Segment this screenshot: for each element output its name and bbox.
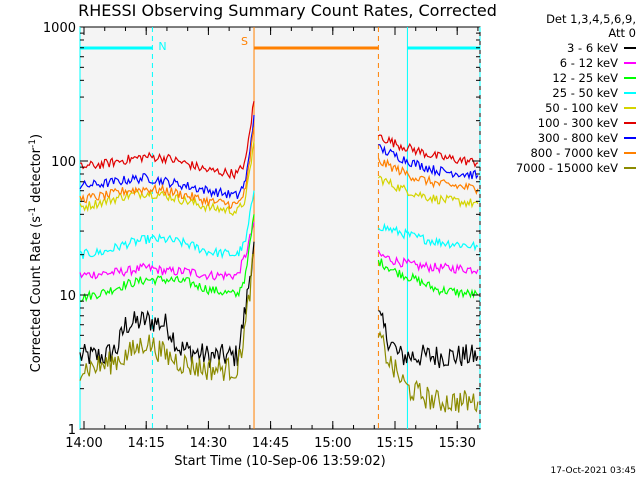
- flag-label: N: [158, 40, 166, 53]
- legend-swatch: [624, 76, 636, 79]
- legend-entry-label: 12 - 25 keV: [552, 70, 618, 85]
- timestamp: 17-Oct-2021 03:45: [550, 466, 636, 476]
- legend-entry: 6 - 12 keV: [476, 55, 636, 70]
- legend-entry: 3 - 6 keV: [476, 40, 636, 55]
- legend-entry: 7000 - 15000 keV: [476, 160, 636, 175]
- legend-swatch: [624, 166, 636, 169]
- series-line: [377, 157, 479, 196]
- legend-entry-label: 3 - 6 keV: [567, 40, 618, 55]
- y-tick-label: 1000: [43, 21, 76, 36]
- legend-swatch: [624, 61, 636, 64]
- x-tick-label: 15:30: [438, 436, 475, 451]
- legend-entry-label: 100 - 300 keV: [537, 115, 618, 130]
- legend-entry-label: 7000 - 15000 keV: [515, 160, 618, 175]
- series-line: [377, 175, 479, 209]
- series-line: [79, 190, 255, 260]
- series-line: [377, 222, 479, 252]
- series-line: [79, 253, 255, 382]
- series-line: [79, 115, 255, 199]
- x-tick-label: 15:15: [376, 436, 413, 451]
- series-line: [79, 141, 255, 217]
- legend-entry: 50 - 100 keV: [476, 100, 636, 115]
- legend-entry: 100 - 300 keV: [476, 115, 636, 130]
- series-line: [377, 249, 479, 275]
- legend-swatch: [624, 106, 636, 109]
- y-tick-label: 10: [59, 289, 76, 304]
- series-line: [79, 214, 255, 303]
- legend-entry: 300 - 800 keV: [476, 130, 636, 145]
- legend-entry-label: 25 - 50 keV: [552, 85, 618, 100]
- legend-entry-label: 300 - 800 keV: [537, 130, 618, 145]
- series-line: [377, 330, 479, 413]
- data-series: [79, 100, 479, 413]
- x-tick-label: 14:00: [65, 436, 102, 451]
- x-tick-label: 14:15: [127, 436, 164, 451]
- legend-header-attenuator: Att 0: [608, 26, 636, 40]
- legend-swatch: [624, 121, 636, 124]
- legend-entry-label: 800 - 7000 keV: [530, 145, 618, 160]
- chart-title: RHESSI Observing Summary Count Rates, Co…: [78, 1, 497, 20]
- legend-entry-label: 6 - 12 keV: [559, 55, 618, 70]
- series-line: [378, 310, 479, 369]
- legend-swatch: [624, 151, 636, 154]
- series-line: [79, 100, 255, 180]
- y-tick-label: 1: [68, 423, 76, 438]
- x-tick-label: 14:30: [190, 436, 227, 451]
- legend: Det 1,3,4,5,6,9, Att 0 3 - 6 keV 6 - 12 k…: [476, 12, 636, 175]
- series-line: [378, 134, 479, 168]
- y-axis: 1 10 100 1000: [43, 21, 480, 438]
- series-line: [377, 258, 479, 299]
- series-line: [79, 126, 255, 210]
- legend-entry: 12 - 25 keV: [476, 70, 636, 85]
- series-line: [79, 221, 255, 282]
- legend-swatch: [624, 136, 636, 139]
- legend-entry: 800 - 7000 keV: [476, 145, 636, 160]
- y-tick-label: 100: [51, 155, 76, 170]
- series-line: [378, 144, 479, 181]
- series-line: [79, 241, 255, 368]
- vertical-markers: [79, 27, 481, 429]
- plot-area: [79, 26, 481, 430]
- x-axis: 14:00 14:15 14:30 14:45 15:00 15:15 15:30: [65, 27, 479, 451]
- legend-entries: 3 - 6 keV 6 - 12 keV 12 - 25 keV 25 - 50 ke…: [476, 40, 636, 175]
- y-axis-label: Corrected Count Rate (s-1 detector-1): [27, 133, 45, 373]
- legend-header-detectors: Det 1,3,4,5,6,9,: [546, 12, 636, 26]
- legend-entry-label: 50 - 100 keV: [545, 100, 618, 115]
- legend-swatch: [624, 91, 636, 94]
- legend-entry: 25 - 50 keV: [476, 85, 636, 100]
- flag-label: S: [241, 35, 248, 48]
- x-tick-label: 15:00: [314, 436, 351, 451]
- x-axis-label: Start Time (10-Sep-06 13:59:02): [174, 454, 386, 469]
- legend-swatch: [624, 46, 636, 49]
- x-tick-label: 14:45: [252, 436, 289, 451]
